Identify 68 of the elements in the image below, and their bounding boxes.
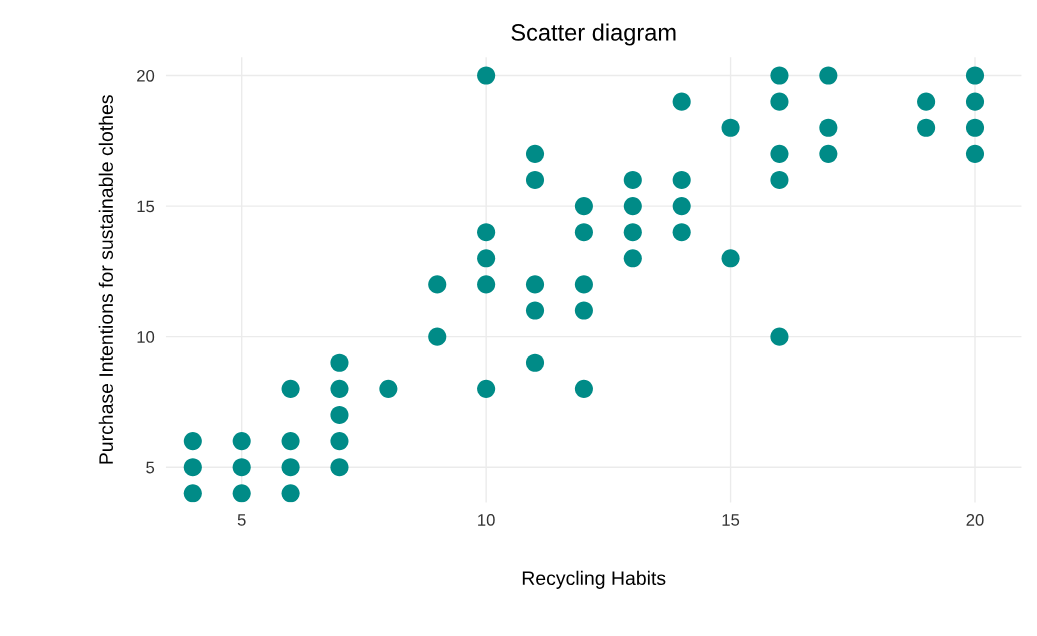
point	[232, 458, 251, 477]
point	[477, 379, 496, 398]
point	[819, 66, 838, 85]
point	[770, 92, 789, 111]
point	[574, 379, 593, 398]
point	[379, 379, 398, 398]
point	[623, 197, 642, 216]
chart-title: Scatter diagram	[511, 23, 676, 46]
point	[672, 170, 691, 190]
point	[330, 353, 349, 372]
point	[574, 197, 593, 216]
point	[672, 197, 691, 216]
point	[623, 170, 642, 190]
point	[183, 484, 202, 503]
point	[330, 405, 349, 425]
point	[770, 327, 789, 346]
point	[965, 144, 985, 163]
point	[623, 223, 642, 242]
point	[428, 327, 447, 346]
x-tick-label: 5	[237, 514, 246, 526]
point	[770, 66, 789, 85]
point	[574, 301, 593, 320]
point	[477, 249, 496, 268]
point	[281, 379, 300, 398]
point	[477, 275, 496, 294]
point	[525, 144, 545, 163]
point	[623, 249, 642, 268]
point	[965, 92, 985, 111]
point	[672, 223, 691, 242]
x-tick-label: 15	[722, 514, 740, 526]
y-tick-label: 5	[146, 461, 155, 474]
point	[672, 92, 691, 111]
y-axis-title: Purchase Intentions for sustainable clothes	[98, 95, 113, 464]
point	[525, 301, 545, 320]
x-axis-title: Recycling Habits	[522, 570, 666, 589]
point	[232, 432, 251, 451]
point	[525, 170, 545, 190]
point	[232, 484, 251, 503]
x-tick-label: 20	[966, 513, 984, 526]
point	[330, 379, 349, 398]
point	[770, 170, 789, 190]
point	[281, 432, 300, 451]
point	[965, 118, 985, 137]
point	[917, 118, 936, 137]
point	[477, 223, 496, 242]
x-tick-label: 10	[478, 513, 495, 526]
point	[281, 458, 300, 477]
point	[525, 353, 545, 372]
point	[281, 484, 300, 503]
point	[917, 92, 936, 111]
point	[330, 458, 349, 477]
point	[819, 118, 838, 137]
point	[183, 458, 202, 477]
point	[428, 275, 447, 294]
point	[770, 144, 789, 163]
point	[721, 118, 740, 137]
point	[819, 144, 838, 163]
point	[525, 275, 545, 294]
y-tick-label: 10	[137, 331, 155, 343]
point	[574, 223, 593, 242]
point	[574, 275, 593, 294]
y-tick-label: 20	[137, 69, 155, 82]
point	[477, 66, 496, 85]
point	[330, 432, 349, 451]
y-tick-label: 15	[137, 200, 155, 213]
point	[965, 66, 985, 85]
point	[183, 432, 202, 451]
point	[721, 249, 740, 268]
